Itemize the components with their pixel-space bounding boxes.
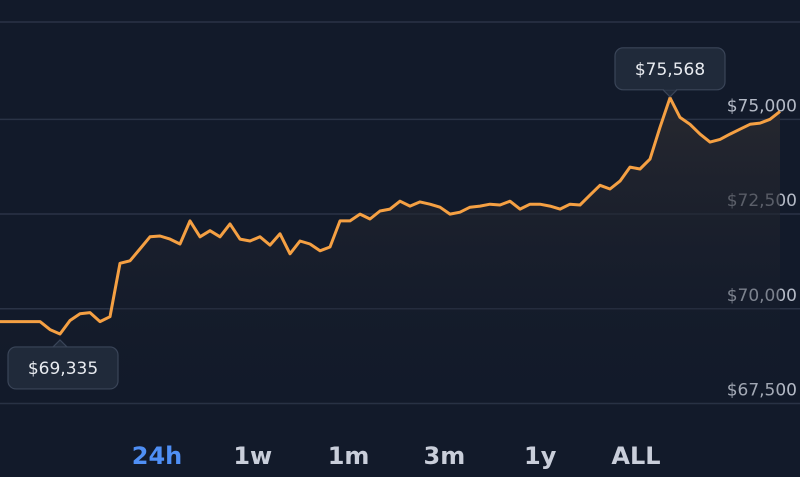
range-button[interactable]: 1w [233,442,272,470]
range-button[interactable]: 1y [524,442,557,470]
y-tick-label: $75,000 [727,96,797,116]
range-button[interactable]: 24h [132,442,182,470]
area-fill [0,97,780,431]
price-line [0,96,781,336]
range-button[interactable]: 1m [328,442,370,470]
callout-joint [664,87,676,90]
range-button[interactable]: ALL [611,442,660,470]
callout-pointer [52,339,68,348]
price-callout: $75,568 [614,47,726,98]
callout-joint [54,347,66,350]
plot: $67,500$70,000$72,500$75,000$75,568$69,3… [0,47,800,431]
range-button[interactable]: 3m [424,442,466,470]
callout-label: $69,335 [28,359,98,379]
callout-box [7,346,119,390]
callout-pointer [662,89,678,98]
range-selector: 24h 1w 1m 3m 1y ALL [132,442,661,470]
price-callout: $69,335 [7,339,119,390]
callout-label: $75,568 [635,60,705,80]
